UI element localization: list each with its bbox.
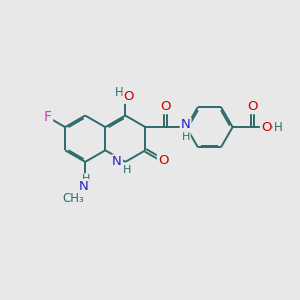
Text: N: N — [181, 118, 190, 131]
Text: O: O — [160, 100, 171, 113]
Text: O: O — [261, 121, 272, 134]
Text: O: O — [247, 100, 258, 113]
Text: O: O — [124, 90, 134, 103]
Text: H: H — [182, 132, 190, 142]
Text: H: H — [82, 174, 90, 184]
Text: N: N — [79, 180, 88, 193]
Text: N: N — [112, 155, 122, 168]
Text: F: F — [44, 110, 52, 124]
Text: H: H — [123, 165, 131, 175]
Text: H: H — [114, 86, 123, 99]
Text: H: H — [274, 121, 282, 134]
Text: CH₃: CH₃ — [63, 193, 85, 206]
Text: O: O — [158, 154, 168, 167]
